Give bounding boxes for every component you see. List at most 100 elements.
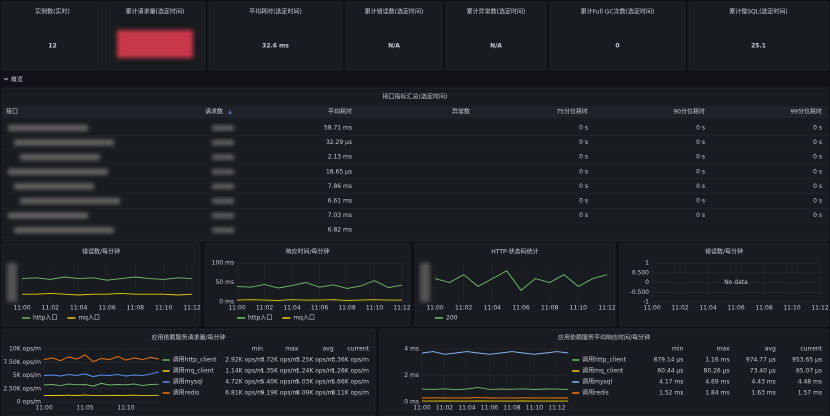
row-title[interactable]: 概览	[11, 76, 23, 84]
y-tick-label: 1	[645, 260, 649, 267]
x-tick-label: 11:04	[283, 305, 300, 312]
y-tick-label: 0 ms	[219, 299, 234, 306]
stat-title: 实例数(实时)	[35, 8, 70, 16]
table-cell: 0 s	[813, 168, 822, 175]
blurred-name	[20, 154, 100, 161]
series-line	[43, 394, 159, 397]
table-header	[3, 106, 827, 118]
annotation: No data	[724, 279, 748, 286]
column-header[interactable]: 接口	[6, 108, 18, 116]
x-tick-label: 11:00	[643, 305, 660, 312]
x-tick-label: 11:02	[455, 305, 472, 312]
blurred-name	[14, 227, 114, 234]
table-cell: 0 s	[579, 154, 588, 161]
table-cell: 0 s	[579, 139, 588, 146]
table-cell: 2.13 ms	[328, 154, 352, 161]
x-tick-label: 11:02	[671, 305, 688, 312]
table-cell: 0 s	[579, 212, 588, 219]
table-cell: 6.61 ms	[328, 198, 352, 205]
legend-label[interactable]: mq入口	[293, 315, 315, 322]
x-tick-label: 11:10	[366, 305, 383, 312]
x-tick-label: 11:00	[413, 405, 430, 412]
column-header[interactable]: 请求数	[205, 108, 223, 116]
column-header[interactable]: 99分位耗时	[790, 108, 822, 116]
legend-column: avg	[323, 346, 334, 353]
legend-stat: 974.77 µs	[746, 357, 776, 364]
legend-label[interactable]: http入口	[33, 315, 57, 322]
legend-label[interactable]: 调用mq_client	[582, 367, 624, 375]
legend-label[interactable]: 调用mysql	[173, 378, 203, 386]
series-line	[236, 280, 403, 289]
stat-title: 累计慢SQL(选定时间)	[729, 8, 788, 16]
y-tick-label: 7.50K ops/m	[3, 359, 41, 366]
blurred-axis	[7, 263, 17, 302]
legend-stat: 3.72K ops/m	[261, 357, 299, 364]
blurred-count	[212, 169, 234, 175]
column-header[interactable]: 75分位耗时	[556, 108, 588, 116]
blurred-count	[212, 213, 234, 219]
legend-stat: 1.14K ops/m	[225, 368, 263, 375]
blurred-name	[8, 168, 108, 175]
stat-title: 累计异常数(选定时间)	[467, 8, 526, 16]
x-tick-label: 11:12	[598, 305, 615, 312]
row-chevron[interactable]	[3, 77, 9, 81]
legend-stat: 1.16 ms	[705, 357, 729, 364]
chart-title: 错误数/每分钟	[82, 248, 120, 256]
table-cell: 0 s	[813, 139, 822, 146]
legend-stat: 4.43 ms	[752, 379, 776, 386]
series-line	[434, 270, 608, 291]
blurred-count	[212, 198, 234, 204]
legend-column: avg	[765, 346, 776, 353]
x-tick-label: 11:10	[526, 405, 543, 412]
x-tick-label: 11:00	[228, 305, 245, 312]
x-tick-label: 11:04	[699, 305, 716, 312]
legend-stat: 3.36K ops/m	[331, 357, 369, 364]
blurred-axis	[420, 263, 430, 302]
y-tick-label: 0 ops/m	[17, 399, 41, 406]
column-header[interactable]: 90分位耗时	[673, 108, 705, 116]
legend-column: min	[672, 346, 684, 353]
y-tick-label: -1	[643, 299, 649, 306]
panel	[1, 328, 376, 416]
legend-label[interactable]: 调用http_client	[173, 356, 217, 364]
legend-label[interactable]: 调用mysql	[582, 378, 612, 386]
legend-stat: 4.17 ms	[659, 379, 683, 386]
blurred-name	[20, 198, 120, 204]
x-tick-label: 11:08	[503, 405, 520, 412]
legend-label[interactable]: mq入口	[78, 315, 100, 322]
x-tick-label: 11:05	[76, 405, 93, 412]
stat-value: N/A	[490, 43, 502, 50]
legend-label[interactable]: 调用redis	[173, 389, 200, 397]
panel	[414, 242, 616, 327]
legend-stat: 1.26K ops/m	[331, 368, 369, 375]
column-header[interactable]: 异常数	[452, 108, 470, 116]
series-line	[43, 382, 159, 387]
legend-label[interactable]: 200	[446, 315, 458, 322]
x-tick-label: 11:10	[117, 405, 134, 412]
legend-label[interactable]: 调用mq_client	[173, 367, 215, 375]
legend-stat: 60.44 µs	[657, 368, 683, 375]
legend-stat: 73.40 µs	[750, 368, 776, 375]
legend-stat: 1.63 ms	[752, 390, 776, 397]
legend-label[interactable]: 调用http_client	[582, 356, 626, 364]
blurred-count	[212, 125, 234, 131]
panel	[549, 1, 686, 71]
table-cell: 7.86 ms	[328, 183, 352, 190]
x-tick-label: 11:04	[458, 405, 475, 412]
stat-value: N/A	[388, 43, 400, 50]
legend-label[interactable]: 调用redis	[582, 389, 609, 397]
table-cell: 0 s	[813, 154, 822, 161]
table-title: 接口指标汇总(选定时间)	[383, 93, 448, 101]
table-cell: 0 s	[696, 212, 705, 219]
table-cell: 7.03 ms	[328, 212, 352, 219]
column-header[interactable]: 平均耗时	[328, 108, 352, 116]
series-line	[43, 354, 159, 363]
legend-label[interactable]: http入口	[248, 315, 272, 322]
series-line	[21, 276, 193, 281]
series-line	[236, 299, 402, 301]
table-cell: 0 s	[696, 154, 705, 161]
stat-value: 0	[615, 43, 619, 50]
stat-title: 平均耗时(选定时间)	[249, 8, 302, 16]
